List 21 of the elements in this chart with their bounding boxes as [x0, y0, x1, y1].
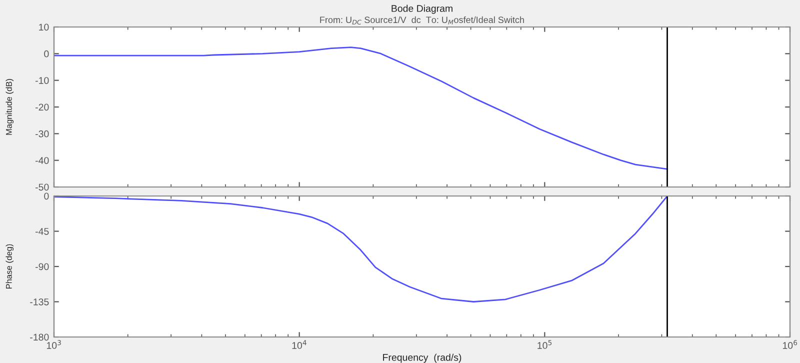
chart-title: Bode Diagram [392, 4, 452, 14]
y-tick-label: -50 [36, 184, 49, 191]
y-tick-label: -45 [36, 228, 49, 235]
x-axis-title: Frequency (rad/s) [383, 354, 462, 363]
chart-subtitle: From: U$_{DC}$ Source1/V dc To: U$_{M}$osfet/Ideal Switch [320, 16, 524, 25]
y-axis-title: Magnitude (dB) [6, 79, 14, 135]
y-tick-label: -40 [36, 157, 49, 164]
x-tick-label: 10$^{4}$ [292, 340, 306, 349]
y-tick-label: 0 [44, 192, 49, 200]
y-tick-label: -10 [36, 77, 49, 84]
x-tick-label: 10$^{3}$ [46, 340, 61, 349]
y-tick-label: -180 [30, 334, 49, 341]
x-tick-label: 10$^{5}$ [538, 340, 552, 349]
y-tick-label: -30 [36, 130, 49, 138]
y-tick-label: 10 [39, 24, 49, 31]
x-tick-label: 10$^{6}$ [782, 340, 798, 349]
y-tick-label: 0 [44, 50, 49, 58]
y-tick-label: -90 [36, 263, 49, 270]
y-tick-label: -20 [36, 104, 49, 111]
y-axis-title: Phase (deg) [6, 244, 14, 289]
y-tick-label: -135 [30, 298, 49, 306]
